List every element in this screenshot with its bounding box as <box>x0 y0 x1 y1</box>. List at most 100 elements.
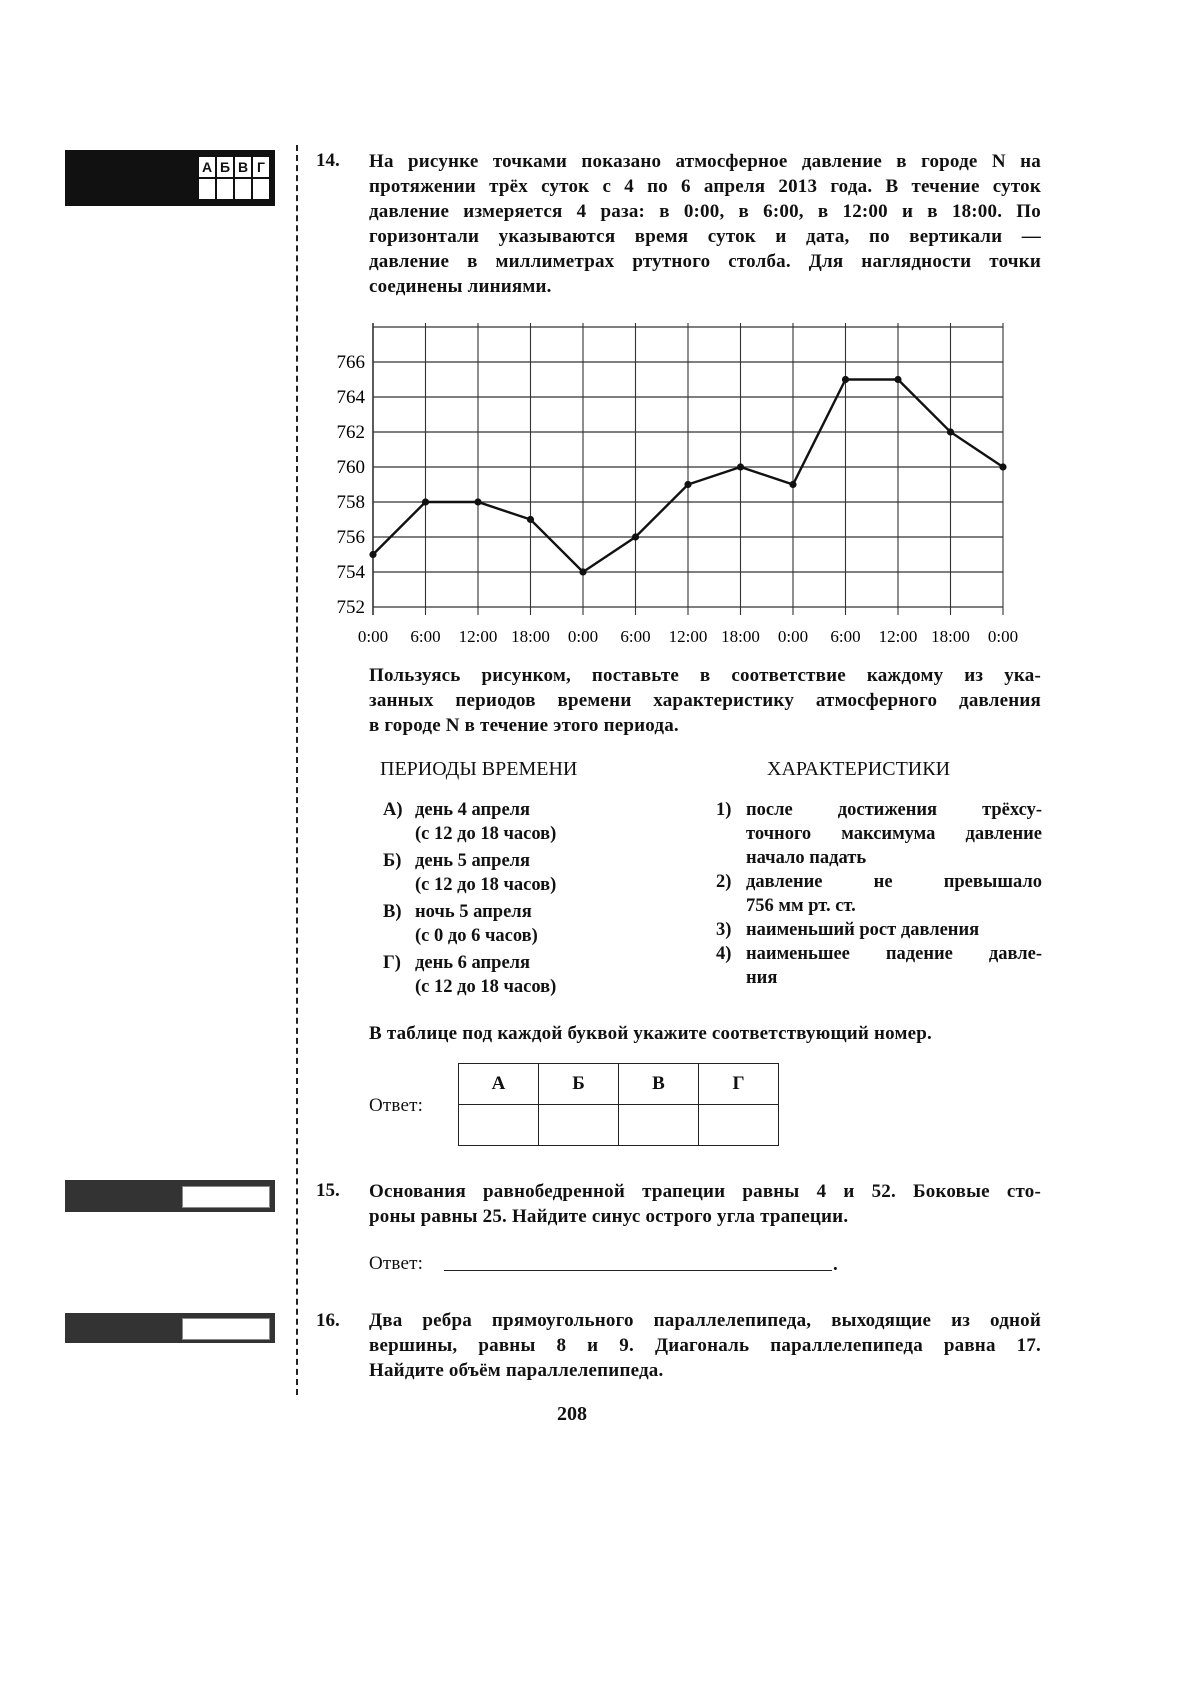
x-tick-label: 6:00 <box>620 627 650 646</box>
period-line2: (с 12 до 18 часов) <box>415 875 557 895</box>
period-line2: (с 12 до 18 часов) <box>415 977 557 997</box>
answer-cell[interactable] <box>698 1104 779 1146</box>
q15-margin-answer-field[interactable] <box>182 1186 270 1208</box>
y-tick-label: 760 <box>337 457 366 478</box>
text-line: Два ребра прямоугольного параллелепипеда… <box>369 1310 1041 1331</box>
text-line: Пользуясь рисунком, поставьте в соответс… <box>369 665 1041 686</box>
answer-header: Г <box>698 1063 779 1105</box>
characteristic-item: 2) давление не превышало 756 мм рт. ст. <box>716 870 1042 918</box>
period-letter: Б) <box>383 851 402 871</box>
characteristic-number: 1) <box>716 800 732 820</box>
q15-answer-label: Ответ: <box>369 1253 424 1274</box>
answer-header: А <box>458 1063 539 1105</box>
text-line: соединены линиями. <box>369 276 552 297</box>
text-line: Основания равнобедренной трапеции равны … <box>369 1181 1041 1202</box>
x-tick-label: 18:00 <box>721 627 760 646</box>
period-line1: день 5 апреля <box>415 851 531 871</box>
text-line: в городе N в течение этого периода. <box>369 715 679 736</box>
y-tick-label: 756 <box>337 527 366 548</box>
text-line: Найдите объём параллелепипеда. <box>369 1360 664 1381</box>
text-line: протяжении трёх суток с 4 по 6 апреля 20… <box>369 176 1041 197</box>
q16-margin-answer-field[interactable] <box>182 1318 270 1340</box>
x-tick-label: 6:00 <box>830 627 860 646</box>
data-point <box>894 375 902 384</box>
period-mark: . <box>833 1254 838 1275</box>
y-tick-label: 762 <box>337 422 366 443</box>
text-line: На рисунке точками показано атмосферное … <box>369 151 1041 172</box>
margin-letter: А <box>199 157 215 177</box>
x-tick-label: 12:00 <box>459 627 498 646</box>
q14-margin-answer-grid[interactable]: А Б В Г <box>199 157 269 199</box>
characteristics-list: 1) после достижения трёхсу-точного максим… <box>716 798 1042 990</box>
data-point <box>999 463 1007 471</box>
characteristics-header: ХАРАКТЕРИСТИКИ <box>767 758 951 780</box>
q16-number: 16. <box>316 1310 340 1331</box>
y-tick-label: 754 <box>337 562 366 583</box>
answer-cell[interactable] <box>618 1104 699 1146</box>
data-point <box>789 480 797 489</box>
data-point <box>526 515 535 524</box>
q15-number: 15. <box>316 1180 340 1201</box>
data-point <box>736 463 745 471</box>
y-tick-label: 766 <box>337 352 366 373</box>
x-tick-label: 18:00 <box>931 627 970 646</box>
x-tick-label: 0:00 <box>358 627 388 646</box>
margin-cell[interactable] <box>199 179 215 199</box>
text-line: давление измеряется 4 раза: в 0:00, в 6:… <box>369 201 1041 222</box>
data-point <box>631 533 640 541</box>
characteristic-line: начало падать <box>746 848 867 868</box>
x-tick-label: 6:00 <box>410 627 440 646</box>
data-point <box>474 498 482 506</box>
periods-list: А) день 4 апреля (с 12 до 18 часов) Б) ден… <box>383 798 683 1002</box>
periods-header: ПЕРИОДЫ ВРЕМЕНИ <box>380 758 578 780</box>
answer-header: В <box>618 1063 699 1105</box>
q14-number: 14. <box>316 150 340 171</box>
period-item: Г) день 6 апреля (с 12 до 18 часов) <box>383 951 683 999</box>
x-tick-label: 12:00 <box>879 627 918 646</box>
characteristic-number: 3) <box>716 920 732 940</box>
data-point <box>369 550 377 559</box>
answer-cell[interactable] <box>458 1104 539 1146</box>
period-line1: день 4 апреля <box>415 800 531 820</box>
q14-answer-table: А Б В Г <box>458 1063 779 1146</box>
y-tick-label: 752 <box>337 597 366 618</box>
cut-line <box>296 145 298 1395</box>
period-letter: Г) <box>383 953 401 973</box>
characteristic-item: 4) наименьшее падение давле-ния <box>716 942 1042 990</box>
characteristic-number: 2) <box>716 872 732 892</box>
characteristic-number: 4) <box>716 944 732 964</box>
y-tick-label: 764 <box>337 387 366 408</box>
margin-cell[interactable] <box>217 179 233 199</box>
characteristic-item: 3) наименьший рост давления <box>716 918 1042 942</box>
q15-text: Основания равнобедренной трапеции равны … <box>369 1179 1041 1229</box>
data-point <box>684 480 692 489</box>
period-item: В) ночь 5 апреля (с 0 до 6 часов) <box>383 900 683 948</box>
period-item: Б) день 5 апреля (с 12 до 18 часов) <box>383 849 683 897</box>
x-tick-label: 0:00 <box>988 627 1018 646</box>
characteristic-line: точного максимума давление <box>746 824 1042 844</box>
q15-answer-line[interactable] <box>444 1270 832 1271</box>
characteristic-line: 756 мм рт. ст. <box>746 896 856 916</box>
text-line: горизонтали указываются время суток и да… <box>369 226 1041 247</box>
margin-letter: В <box>235 157 251 177</box>
text-line: занных периодов времени характеристику а… <box>369 690 1041 711</box>
period-item: А) день 4 апреля (с 12 до 18 часов) <box>383 798 683 846</box>
data-point <box>841 375 850 384</box>
data-point <box>946 428 955 436</box>
characteristic-line: давление не превышало <box>746 872 1042 892</box>
characteristic-line: после достижения трёхсу- <box>746 800 1042 820</box>
margin-cell[interactable] <box>235 179 251 199</box>
x-tick-label: 18:00 <box>511 627 550 646</box>
margin-letter: Г <box>253 157 269 177</box>
characteristic-line: наименьшее падение давле- <box>746 944 1042 964</box>
period-line1: день 6 апреля <box>415 953 531 973</box>
x-tick-label: 0:00 <box>568 627 598 646</box>
text-line: вершины, равны 8 и 9. Диагональ параллел… <box>369 1335 1041 1356</box>
margin-letter: Б <box>217 157 233 177</box>
x-tick-label: 12:00 <box>669 627 708 646</box>
pressure-chart: 752 754 756 758 760 762 764 766 0:00 6:00 12:00 18:… <box>337 323 1018 646</box>
answer-cell[interactable] <box>538 1104 619 1146</box>
margin-cell[interactable] <box>253 179 269 199</box>
period-line2: (с 0 до 6 часов) <box>415 926 538 946</box>
q14-answer-label: Ответ: <box>369 1095 424 1116</box>
